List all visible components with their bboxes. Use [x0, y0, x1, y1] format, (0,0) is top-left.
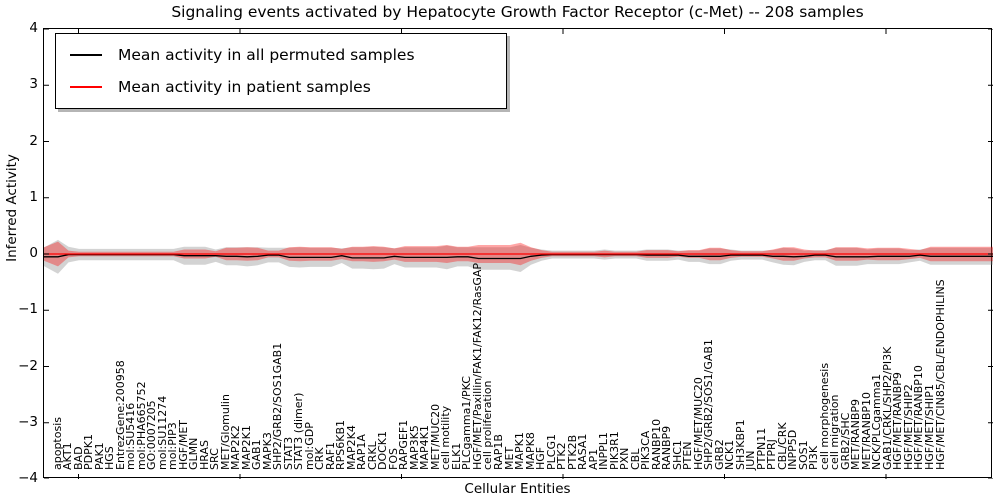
legend-entry-patient: Mean activity in patient samples: [70, 76, 492, 98]
y-tick-label: 0: [29, 245, 38, 261]
chart-title: Signaling events activated by Hepatocyte…: [171, 3, 864, 21]
y-tick-label: −1: [18, 301, 38, 318]
y-tick-label: 1: [29, 188, 38, 205]
legend-label-patient: Mean activity in patient samples: [118, 78, 371, 96]
x-tick-label: HGF/MET/CIN85/CBL/ENDOPHILINS: [933, 279, 947, 470]
permuted-band-area: [44, 239, 993, 274]
permuted-mean-line: [44, 253, 993, 260]
plot-canvas: [44, 29, 993, 479]
y-tick-label: 3: [29, 76, 38, 93]
y-tick-label: 4: [29, 20, 38, 36]
y-tick-label: −3: [18, 413, 38, 430]
y-tick-label: −2: [18, 357, 38, 374]
legend-entry-permuted: Mean activity in all permuted samples: [70, 44, 492, 66]
permuted-line-swatch: [70, 54, 102, 56]
x-axis-label: Cellular Entities: [464, 481, 571, 497]
y-tick-label: −4: [18, 470, 38, 486]
legend: Mean activity in all permuted samples Me…: [55, 33, 507, 109]
legend-label-permuted: Mean activity in all permuted samples: [118, 46, 415, 64]
y-tick-label: 2: [29, 132, 38, 149]
patient-line-swatch: [70, 86, 102, 88]
